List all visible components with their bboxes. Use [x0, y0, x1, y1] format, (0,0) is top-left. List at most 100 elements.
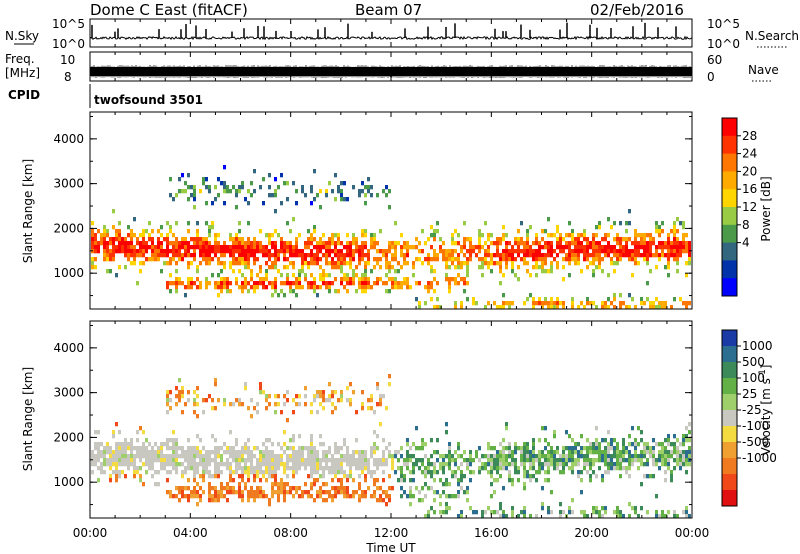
- echo-cell: [472, 297, 475, 302]
- echo-cell: [514, 466, 517, 471]
- echo-cell: [616, 446, 619, 451]
- echo-cell: [628, 474, 631, 479]
- echo-cell: [253, 249, 256, 254]
- echo-cell: [202, 249, 205, 254]
- echo-cell: [556, 237, 559, 242]
- echo-cell: [298, 458, 301, 463]
- echo-cell: [481, 265, 484, 270]
- echo-cell: [307, 446, 310, 451]
- echo-cell: [505, 454, 508, 459]
- echo-cell: [685, 273, 688, 278]
- echo-cell: [595, 438, 598, 443]
- echo-cell: [508, 462, 511, 467]
- echo-cell: [442, 510, 445, 515]
- echo-cell: [631, 249, 634, 254]
- echo-cell: [586, 297, 589, 302]
- echo-cell: [577, 261, 580, 266]
- echo-cell: [223, 398, 226, 403]
- echo-cell: [358, 281, 361, 286]
- echo-cell: [316, 241, 319, 246]
- echo-cell: [259, 265, 262, 270]
- echo-cell: [217, 261, 220, 266]
- echo-cell: [634, 237, 637, 242]
- echo-cell: [613, 305, 616, 310]
- echo-cell: [184, 454, 187, 459]
- echo-cell: [457, 257, 460, 262]
- echo-cell: [439, 462, 442, 467]
- colorbar-swatch: [722, 153, 737, 172]
- echo-cell: [358, 466, 361, 471]
- echo-cell: [277, 293, 280, 298]
- echo-cell: [148, 237, 151, 242]
- echo-cell: [598, 253, 601, 258]
- echo-cell: [268, 462, 271, 467]
- echo-cell: [391, 285, 394, 290]
- echo-cell: [478, 249, 481, 254]
- echo-cell: [577, 245, 580, 250]
- echo-cell: [232, 237, 235, 242]
- colorbar-tick-label: 4: [742, 236, 750, 250]
- echo-cell: [166, 462, 169, 467]
- echo-cell: [373, 446, 376, 451]
- echo-cell: [295, 253, 298, 258]
- echo-cell: [412, 470, 415, 475]
- echo-cell: [439, 454, 442, 459]
- echo-cell: [217, 450, 220, 455]
- echo-cell: [214, 233, 217, 238]
- echo-cell: [544, 454, 547, 459]
- echo-cell: [607, 458, 610, 463]
- echo-cell: [598, 450, 601, 455]
- echo-cell: [310, 233, 313, 238]
- echo-cell: [259, 470, 262, 475]
- echo-cell: [205, 245, 208, 250]
- echo-cell: [256, 249, 259, 254]
- echo-cell: [445, 482, 448, 487]
- echo-cell: [202, 257, 205, 262]
- echo-cell: [637, 261, 640, 266]
- echo-cell: [595, 305, 598, 310]
- echo-cell: [223, 261, 226, 266]
- echo-cell: [361, 390, 364, 395]
- echo-cell: [208, 229, 211, 234]
- echo-cell: [571, 510, 574, 515]
- echo-cell: [184, 285, 187, 290]
- echo-cell: [481, 273, 484, 278]
- echo-cell: [460, 478, 463, 483]
- echo-cell: [535, 233, 538, 238]
- echo-cell: [235, 450, 238, 455]
- echo-cell: [379, 458, 382, 463]
- echo-cell: [325, 245, 328, 250]
- echo-cell: [244, 253, 247, 258]
- echo-cell: [541, 450, 544, 455]
- echo-cell: [259, 458, 262, 463]
- echo-cell: [289, 486, 292, 491]
- echo-cell: [535, 237, 538, 242]
- colorbar-tick-label: 12: [742, 200, 757, 214]
- echo-cell: [301, 462, 304, 467]
- echo-cell: [226, 185, 229, 190]
- echo-cell: [625, 237, 628, 242]
- echo-cell: [433, 490, 436, 495]
- echo-cell: [238, 257, 241, 262]
- echo-cell: [511, 506, 514, 511]
- echo-cell: [652, 438, 655, 443]
- echo-cell: [643, 474, 646, 479]
- echo-cell: [373, 237, 376, 242]
- echo-cell: [673, 253, 676, 258]
- echo-cell: [340, 181, 343, 186]
- echo-cell: [256, 245, 259, 250]
- echo-cell: [220, 249, 223, 254]
- echo-cell: [298, 434, 301, 439]
- echo-cell: [343, 261, 346, 266]
- echo-cell: [610, 458, 613, 463]
- echo-cell: [490, 482, 493, 487]
- echo-cell: [289, 245, 292, 250]
- echo-cell: [208, 233, 211, 238]
- echo-cell: [115, 273, 118, 278]
- echo-cell: [319, 494, 322, 499]
- echo-cell: [235, 249, 238, 254]
- echo-cell: [619, 221, 622, 226]
- echo-cell: [244, 281, 247, 286]
- echo-cell: [523, 462, 526, 467]
- echo-cell: [169, 273, 172, 278]
